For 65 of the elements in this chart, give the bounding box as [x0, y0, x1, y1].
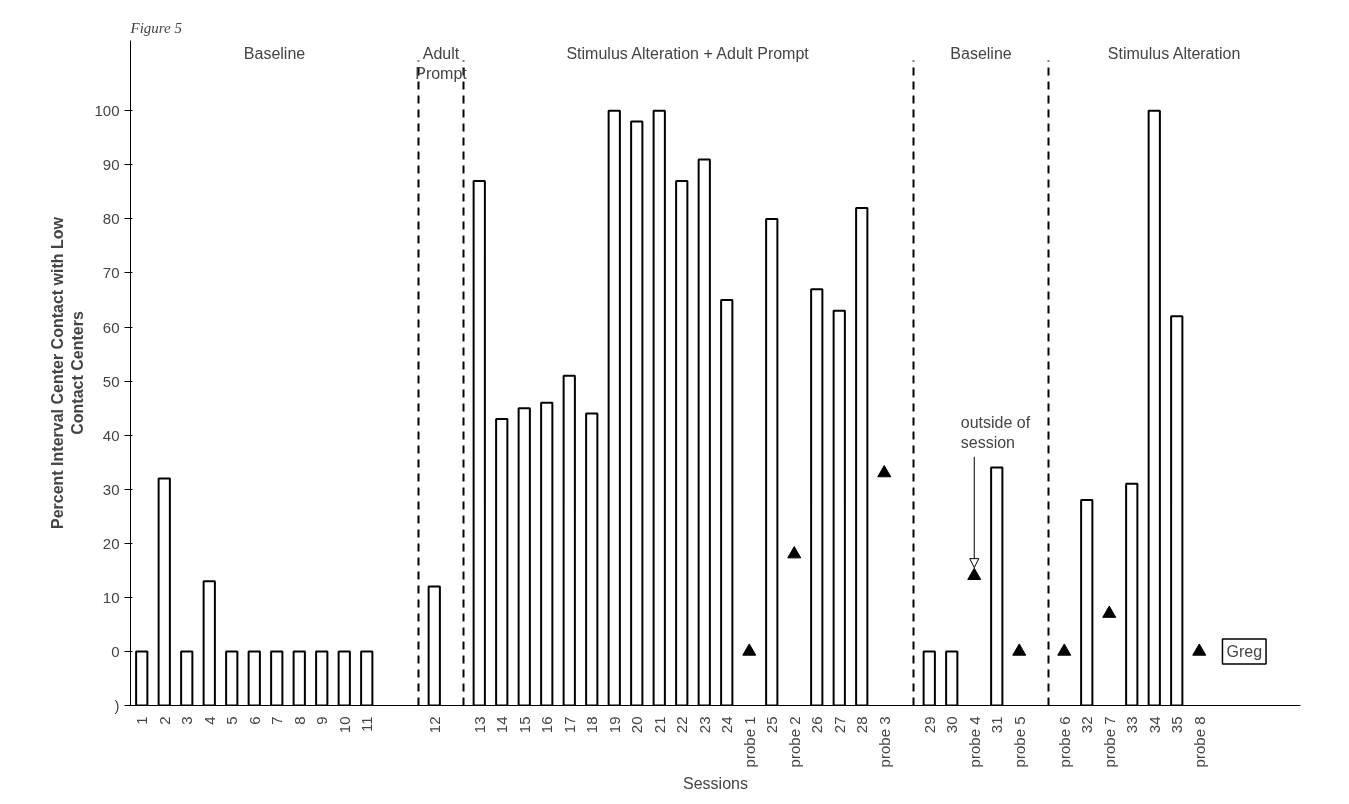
y-tick-label: 60 [102, 318, 120, 336]
x-tick-label: 28 [853, 716, 871, 734]
x-tick-label: 16 [538, 716, 556, 734]
x-tick-label: 20 [628, 716, 646, 734]
y-tick-label: 90 [102, 156, 120, 174]
x-tick-label: 22 [673, 716, 691, 734]
annotation: Baseline [243, 44, 306, 62]
x-tick-label: probe 4 [965, 716, 983, 768]
x-tick-label: probe 7 [1100, 716, 1118, 768]
x-tick-label: 6 [245, 716, 263, 725]
x-tick-label: 11 [358, 716, 376, 733]
x-tick-label: 3 [178, 716, 196, 725]
y-tick-label: 30 [102, 480, 120, 498]
y-tick-label: 100 [94, 102, 120, 120]
y-tick-label: ) [114, 697, 120, 714]
x-tick-label: probe 3 [875, 716, 893, 768]
x-tick-label: probe 5 [1010, 716, 1028, 768]
y-tick-label: 50 [102, 372, 120, 390]
x-tick-label: 19 [605, 716, 623, 734]
x-tick-label: 14 [493, 716, 511, 734]
x-tick-label: 33 [1123, 716, 1141, 734]
y-tick-label: 70 [102, 264, 120, 282]
x-tick-label: 26 [808, 716, 826, 734]
y-tick-label: 0 [111, 642, 120, 660]
x-tick-label: 30 [943, 716, 961, 734]
x-tick-label: 4 [200, 716, 218, 725]
x-tick-label: probe 2 [785, 716, 803, 768]
x-tick-label: 31 [988, 716, 1006, 734]
y-axis-title: Percent Interval Center Contact with Low Contact Centers [49, 216, 87, 530]
annotation: Adult Prompt [415, 44, 468, 82]
x-tick-label: probe 8 [1190, 716, 1208, 768]
x-tick-label: 27 [830, 716, 848, 734]
x-tick-label: 21 [650, 716, 668, 734]
x-tick-label: 2 [155, 716, 173, 725]
y-tick-label: 80 [102, 210, 120, 228]
x-tick-label: 34 [1145, 716, 1163, 734]
annotation: Stimulus Alteration [1107, 44, 1241, 62]
x-tick-label: 8 [290, 716, 308, 725]
x-tick-label: 10 [335, 716, 353, 734]
x-tick-label: 12 [425, 716, 443, 734]
annotation: Greg [1226, 642, 1263, 660]
x-tick-label: 9 [313, 716, 331, 725]
x-tick-label: 17 [560, 716, 578, 734]
x-tick-label: 24 [718, 716, 736, 734]
x-tick-label: 7 [268, 716, 286, 725]
y-tick-label: 20 [102, 534, 120, 552]
x-axis-title: Sessions [683, 775, 748, 793]
y-tick-label: 10 [102, 588, 120, 606]
annotation: Stimulus Alteration + Adult Prompt [566, 44, 810, 62]
chart-title: Figure 5 [129, 19, 183, 36]
x-tick-label: probe 6 [1055, 716, 1073, 768]
x-tick-label: 29 [920, 716, 938, 734]
x-tick-label: 1 [133, 716, 151, 725]
x-tick-label: 25 [763, 716, 781, 734]
x-tick-label: 5 [223, 716, 241, 725]
y-tick-label: 40 [102, 426, 120, 444]
x-tick-label: 35 [1168, 716, 1186, 734]
x-tick-label: probe 1 [740, 716, 758, 768]
x-tick-label: 23 [695, 716, 713, 734]
x-tick-label: 18 [583, 716, 601, 734]
annotation: outside of session [960, 413, 1031, 452]
x-tick-label: 15 [515, 716, 533, 734]
annotation: Baseline [950, 44, 1012, 62]
x-tick-label: 13 [470, 716, 488, 734]
x-tick-label: 32 [1078, 716, 1096, 734]
